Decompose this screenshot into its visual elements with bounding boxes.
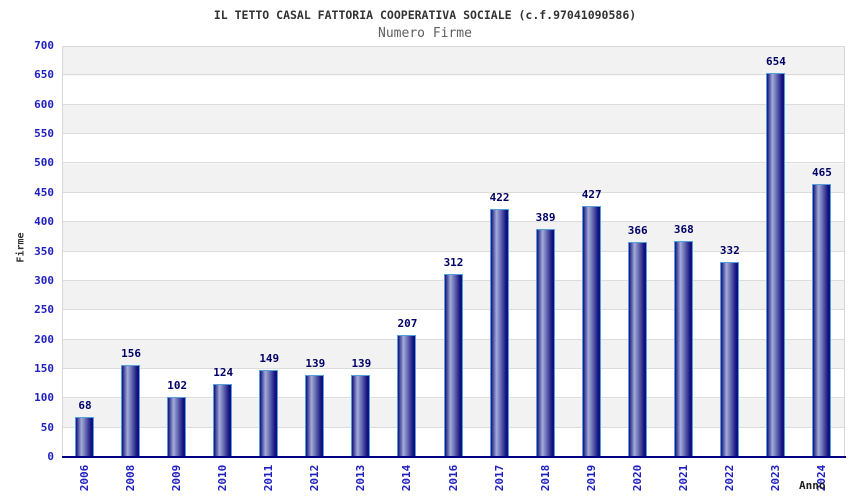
x-tick-label: 2024 xyxy=(814,464,828,492)
x-tick-label: 2020 xyxy=(630,464,644,492)
gridline xyxy=(63,191,844,193)
y-tick-label: 250 xyxy=(34,303,54,317)
bar xyxy=(121,365,141,457)
bar-value-label: 654 xyxy=(765,55,786,68)
bar xyxy=(811,183,831,457)
bar-value-label: 368 xyxy=(673,222,694,236)
y-axis-title: Firme xyxy=(15,232,27,263)
bar xyxy=(765,73,785,457)
bar-value-label: 465 xyxy=(812,165,832,179)
bar xyxy=(443,273,463,457)
x-axis-line xyxy=(62,456,846,458)
y-tick-label: 150 xyxy=(34,361,54,375)
x-tick-label: 2018 xyxy=(538,464,552,492)
bar-value-label: 139 xyxy=(305,357,326,371)
y-tick-label: 450 xyxy=(34,185,54,199)
bar-value-label: 366 xyxy=(627,224,648,238)
gridline xyxy=(63,250,844,252)
x-tick-label: 2006 xyxy=(78,464,92,492)
y-tick-label: 400 xyxy=(34,215,54,229)
y-tick-label: 200 xyxy=(34,332,54,346)
bar-value-label: 332 xyxy=(719,244,740,258)
y-tick-label: 600 xyxy=(34,97,54,111)
bar-value-label: 149 xyxy=(259,351,280,365)
bar xyxy=(305,375,325,457)
x-tick-label: 2012 xyxy=(308,464,322,492)
y-tick-label: 650 xyxy=(34,68,54,82)
x-tick-label: 2017 xyxy=(492,464,506,492)
bar-value-label: 102 xyxy=(167,379,188,393)
bar-value-label: 124 xyxy=(213,366,234,380)
bar-value-label: 427 xyxy=(581,188,602,202)
bar xyxy=(351,375,371,457)
bar xyxy=(167,397,187,457)
bar xyxy=(489,209,509,457)
y-tick-label: 50 xyxy=(40,420,54,434)
bar xyxy=(75,417,95,457)
x-axis-title: Anno xyxy=(799,479,826,492)
x-tick-label: 2021 xyxy=(676,464,690,492)
bar xyxy=(581,206,601,457)
chart-subtitle: Numero Firme xyxy=(378,26,472,41)
x-tick-label: 2009 xyxy=(170,464,184,492)
x-tick-label: 2022 xyxy=(722,464,736,492)
gridline xyxy=(63,133,844,135)
y-tick-label: 100 xyxy=(34,391,54,405)
gridline xyxy=(63,221,844,223)
y-tick-label: 500 xyxy=(34,156,54,170)
bar-value-label: 312 xyxy=(443,255,464,269)
plot-area xyxy=(62,46,845,457)
bar-value-label: 139 xyxy=(351,357,372,371)
bar-value-label: 422 xyxy=(489,191,510,205)
x-tick-label: 2008 xyxy=(124,464,138,492)
chart-title: IL TETTO CASAL FATTORIA COOPERATIVA SOCI… xyxy=(213,8,637,22)
bar xyxy=(719,262,739,457)
y-tick-label: 350 xyxy=(34,244,54,258)
x-tick-label: 2013 xyxy=(354,464,368,492)
y-tick-label: 300 xyxy=(34,273,54,287)
bar-value-label: 68 xyxy=(78,399,92,413)
y-tick-label: 550 xyxy=(34,127,54,141)
bar xyxy=(627,242,647,457)
bar-value-label: 207 xyxy=(397,317,418,331)
bar-value-label: 389 xyxy=(535,210,556,224)
y-tick-label: 0 xyxy=(47,450,54,463)
bar xyxy=(397,335,417,457)
gridline xyxy=(63,74,844,76)
x-tick-label: 2014 xyxy=(400,464,414,492)
bar xyxy=(213,384,233,457)
y-tick-label: 700 xyxy=(34,39,54,52)
x-tick-label: 2011 xyxy=(262,464,276,492)
gridline xyxy=(63,162,844,164)
bar xyxy=(259,369,279,457)
x-tick-label: 2019 xyxy=(584,464,598,492)
bar-value-label: 156 xyxy=(121,347,142,361)
bar xyxy=(673,240,693,457)
x-tick-label: 2023 xyxy=(768,464,782,492)
gridline xyxy=(63,103,844,105)
x-tick-label: 2016 xyxy=(446,464,460,492)
bar xyxy=(535,228,555,457)
x-tick-label: 2010 xyxy=(216,464,230,492)
